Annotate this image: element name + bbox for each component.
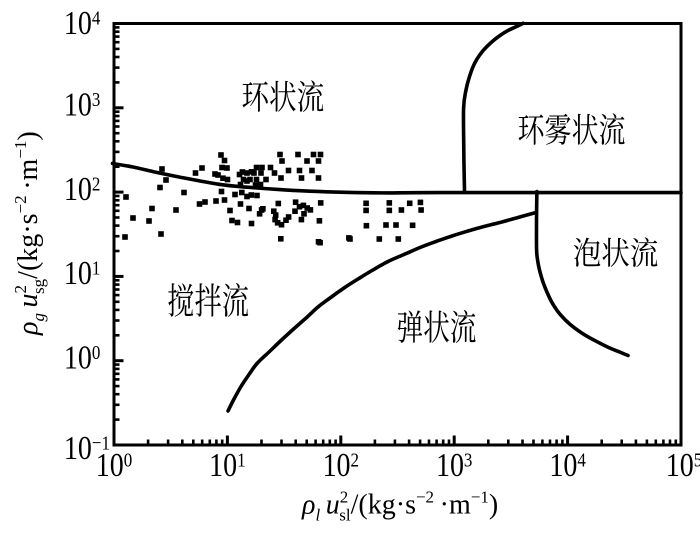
svg-text:ρg u2sg/(kg·s−2 ·m−1): ρg u2sg/(kg·s−2 ·m−1) [11, 131, 48, 336]
svg-text:103: 103 [436, 446, 472, 484]
svg-text:100: 100 [64, 338, 100, 376]
svg-text:103: 103 [64, 85, 100, 123]
